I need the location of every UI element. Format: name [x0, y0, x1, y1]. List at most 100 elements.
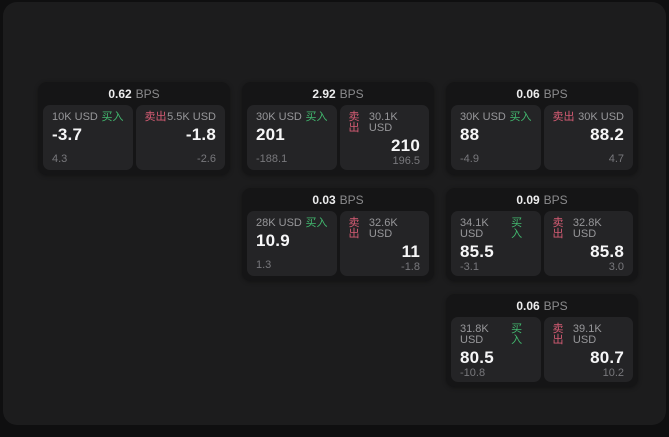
buy-side-label: 买入	[509, 111, 532, 123]
buy-panel-top: 30K USD 买入	[460, 112, 532, 123]
buy-notional: 30K USD	[256, 111, 302, 123]
spread-bps-value: 0.06	[516, 298, 540, 313]
sell-panel-top: 卖出 5.5K USD	[145, 112, 217, 123]
sell-delta: 10.2	[602, 366, 624, 379]
sell-panel-top: 卖出 30K USD	[553, 112, 625, 123]
buy-panel[interactable]: 34.1K USD 买入 85.5 -3.1	[451, 211, 541, 276]
buy-delta: -10.8	[460, 366, 486, 379]
buy-panel[interactable]: 10K USD 买入 -3.7 4.3	[43, 105, 133, 170]
spread-bps-unit: BPS	[135, 86, 160, 101]
buy-panel-top: 28K USD 买入	[256, 218, 328, 229]
sell-panel[interactable]: 卖出 32.8K USD 85.8 3.0	[543, 211, 633, 276]
quote-card-header: 0.62 BPS	[43, 82, 225, 105]
quote-card-header: 0.06 BPS	[451, 294, 633, 317]
app-surface: 0.62 BPS 10K USD 买入 -3.7 4.3 卖出 5.5K USD…	[3, 2, 666, 425]
sell-delta: -1.8	[401, 260, 420, 273]
sell-side-label: 卖出	[348, 217, 360, 240]
spread-bps-value: 2.92	[312, 86, 336, 101]
quote-card-header: 0.03 BPS	[247, 188, 429, 211]
quote-panels: 30K USD 买入 88 -4.9 卖出 30K USD 88.2 4.7	[451, 105, 633, 170]
buy-side-label: 买入	[305, 217, 328, 229]
buy-side-label: 买入	[511, 323, 523, 346]
buy-price: 10.9	[256, 231, 290, 250]
buy-price: 85.5	[460, 242, 494, 261]
sell-price: 88.2	[590, 125, 624, 144]
quote-card-header: 2.92 BPS	[247, 82, 429, 105]
sell-panel-top: 卖出 32.6K USD	[349, 218, 421, 240]
buy-delta: -188.1	[256, 153, 288, 165]
sell-price: 85.8	[590, 242, 624, 261]
quote-card-header: 0.06 BPS	[451, 82, 633, 105]
buy-delta: -4.9	[460, 153, 479, 165]
buy-panel-top: 34.1K USD 买入	[460, 218, 532, 240]
spread-bps-unit: BPS	[339, 86, 364, 101]
sell-side-label: 卖出	[552, 217, 564, 240]
buy-price: -3.7	[52, 125, 83, 144]
sell-price: 80.7	[590, 348, 624, 367]
sell-notional: 32.6K USD	[368, 217, 398, 240]
spread-bps-value: 0.09	[516, 192, 540, 207]
sell-price: -1.8	[185, 125, 216, 144]
spread-bps-unit: BPS	[543, 86, 568, 101]
quote-panels: 10K USD 买入 -3.7 4.3 卖出 5.5K USD -1.8 -2.…	[43, 105, 225, 170]
buy-panel[interactable]: 30K USD 买入 88 -4.9	[451, 105, 541, 170]
sell-notional: 39.1K USD	[572, 323, 602, 346]
spread-bps-unit: BPS	[543, 192, 568, 207]
sell-panel-top: 卖出 30.1K USD	[349, 112, 421, 134]
buy-panel[interactable]: 30K USD 买入 201 -188.1	[247, 105, 337, 170]
quote-card: 0.06 BPS 30K USD 买入 88 -4.9 卖出 30K USD 8…	[446, 82, 638, 175]
buy-notional: 28K USD	[256, 217, 302, 229]
sell-delta: -2.6	[197, 153, 216, 165]
spread-bps-value: 0.62	[108, 86, 132, 101]
sell-notional: 30K USD	[578, 111, 624, 123]
sell-notional: 5.5K USD	[167, 111, 216, 123]
sell-panel-top: 卖出 39.1K USD	[553, 324, 625, 346]
sell-notional: 30.1K USD	[368, 111, 398, 134]
buy-price: 80.5	[460, 348, 494, 367]
sell-delta: 4.7	[608, 153, 624, 165]
sell-panel[interactable]: 卖出 39.1K USD 80.7 10.2	[543, 317, 633, 382]
quote-card: 0.06 BPS 31.8K USD 买入 80.5 -10.8 卖出 39.1…	[446, 294, 638, 387]
quote-card: 0.62 BPS 10K USD 买入 -3.7 4.3 卖出 5.5K USD…	[38, 82, 230, 175]
buy-side-label: 买入	[511, 217, 523, 240]
buy-panel[interactable]: 28K USD 买入 10.9 1.3	[247, 211, 337, 276]
buy-panel-top: 30K USD 买入	[256, 112, 328, 123]
sell-panel[interactable]: 卖出 30.1K USD 210 196.5	[339, 105, 429, 170]
quote-panels: 30K USD 买入 201 -188.1 卖出 30.1K USD 210 1…	[247, 105, 429, 170]
sell-side-label: 卖出	[144, 111, 167, 123]
sell-side-label: 卖出	[552, 111, 575, 123]
spread-bps-value: 0.06	[516, 86, 540, 101]
buy-notional: 30K USD	[460, 111, 506, 123]
buy-side-label: 买入	[305, 111, 328, 123]
quote-panels: 28K USD 买入 10.9 1.3 卖出 32.6K USD 11 -1.8	[247, 211, 429, 276]
quote-panels: 34.1K USD 买入 85.5 -3.1 卖出 32.8K USD 85.8…	[451, 211, 633, 276]
sell-panel[interactable]: 卖出 32.6K USD 11 -1.8	[339, 211, 429, 276]
sell-delta: 3.0	[608, 260, 624, 273]
buy-panel-top: 31.8K USD 买入	[460, 324, 532, 346]
quote-card-header: 0.09 BPS	[451, 188, 633, 211]
buy-delta: 1.3	[256, 259, 272, 271]
spread-bps-unit: BPS	[339, 192, 364, 207]
sell-notional: 32.8K USD	[572, 217, 602, 240]
quote-panels: 31.8K USD 买入 80.5 -10.8 卖出 39.1K USD 80.…	[451, 317, 633, 382]
buy-delta: -3.1	[460, 260, 479, 273]
quote-card: 0.09 BPS 34.1K USD 买入 85.5 -3.1 卖出 32.8K…	[446, 188, 638, 281]
buy-panel-top: 10K USD 买入	[52, 112, 124, 123]
sell-price: 210	[391, 136, 420, 155]
quote-card: 0.03 BPS 28K USD 买入 10.9 1.3 卖出 32.6K US…	[242, 188, 434, 281]
sell-panel[interactable]: 卖出 30K USD 88.2 4.7	[543, 105, 633, 170]
quote-card: 2.92 BPS 30K USD 买入 201 -188.1 卖出 30.1K …	[242, 82, 434, 175]
sell-panel-top: 卖出 32.8K USD	[553, 218, 625, 240]
spread-bps-unit: BPS	[543, 298, 568, 313]
buy-price: 201	[256, 125, 285, 144]
buy-notional: 10K USD	[52, 111, 98, 123]
buy-price: 88	[460, 125, 480, 144]
quote-cards-grid: 0.62 BPS 10K USD 买入 -3.7 4.3 卖出 5.5K USD…	[38, 82, 638, 387]
sell-price: 11	[401, 242, 420, 261]
buy-notional: 31.8K USD	[460, 323, 489, 346]
buy-panel[interactable]: 31.8K USD 买入 80.5 -10.8	[451, 317, 541, 382]
sell-panel[interactable]: 卖出 5.5K USD -1.8 -2.6	[135, 105, 225, 170]
sell-side-label: 卖出	[348, 111, 360, 134]
sell-side-label: 卖出	[552, 323, 564, 346]
spread-bps-value: 0.03	[312, 192, 336, 207]
